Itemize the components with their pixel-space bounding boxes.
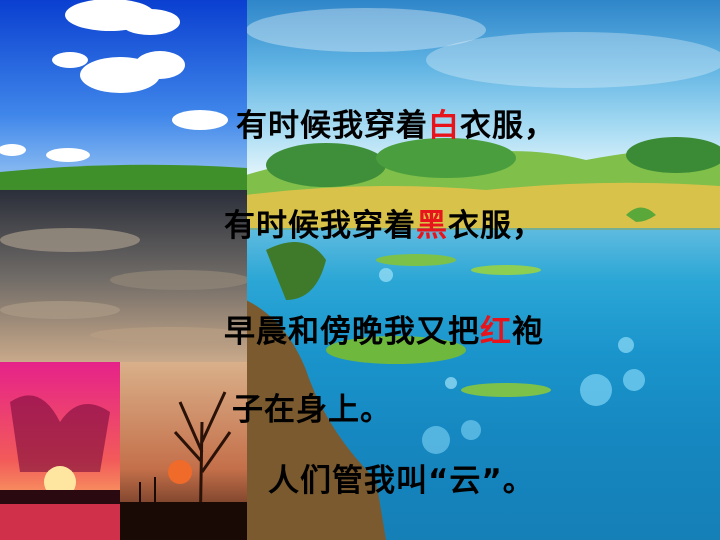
sunset-bare-tree-photo [120, 362, 247, 540]
cartoon-lake-background [246, 0, 720, 540]
blue-sky-white-clouds-photo [0, 0, 247, 190]
red-sunset-clouds-photo [0, 362, 120, 540]
lake-scene-art [246, 8, 720, 540]
dark-clouds-dusk-photo [0, 190, 247, 362]
